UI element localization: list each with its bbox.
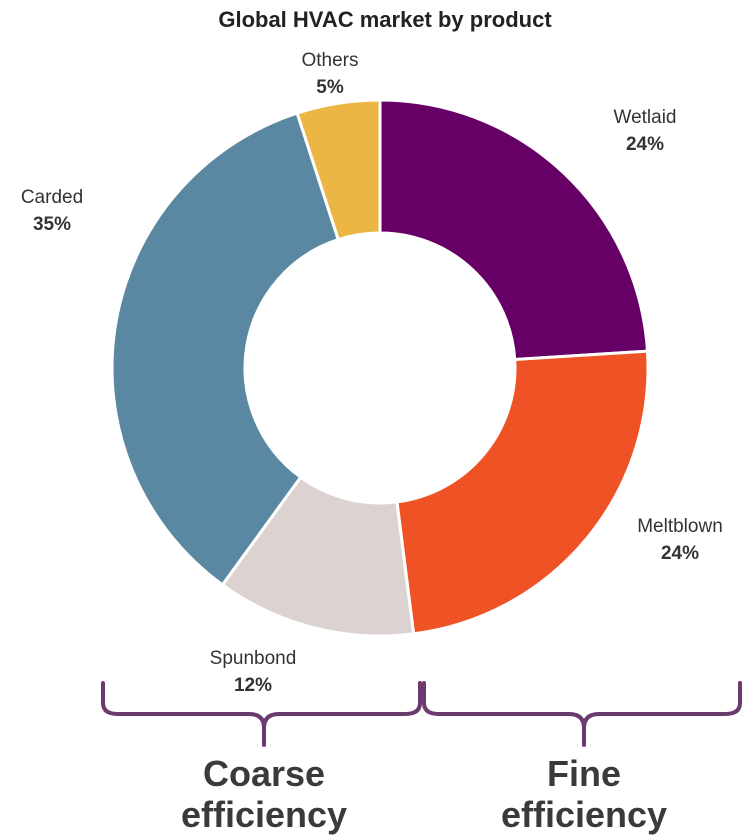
slice-label-carded: Carded <box>21 187 83 208</box>
slice-label-wetlaid: Wetlaid <box>613 107 676 128</box>
donut-slices <box>110 98 650 638</box>
slice-label-others: Others <box>301 50 358 71</box>
coarse-efficiency-label-line2: efficiency <box>181 794 347 835</box>
slice-value-wetlaid: 24% <box>626 134 664 155</box>
slice-value-spunbond: 12% <box>234 675 272 696</box>
coarse-efficiency-bracket <box>101 681 422 747</box>
chart-title: Global HVAC market by product <box>218 7 552 32</box>
fine-efficiency-bracket <box>422 681 742 747</box>
slice-carded <box>110 111 341 587</box>
slice-label-spunbond: Spunbond <box>210 648 297 669</box>
fine-efficiency-label-line1: Fine <box>547 753 621 794</box>
coarse-efficiency-label-line1: Coarse <box>203 753 325 794</box>
slice-others <box>295 98 382 242</box>
slice-label-meltblown: Meltblown <box>637 516 723 537</box>
slice-value-meltblown: 24% <box>661 543 699 564</box>
slice-value-carded: 35% <box>33 214 71 235</box>
slice-value-others: 5% <box>316 77 344 98</box>
slice-labels: Wetlaid 24% Meltblown 24% Spunbond 12% Carded 3… <box>21 50 723 696</box>
fine-efficiency-label-line2: efficiency <box>501 794 667 835</box>
slice-wetlaid <box>378 98 650 362</box>
slice-meltblown <box>395 349 650 636</box>
